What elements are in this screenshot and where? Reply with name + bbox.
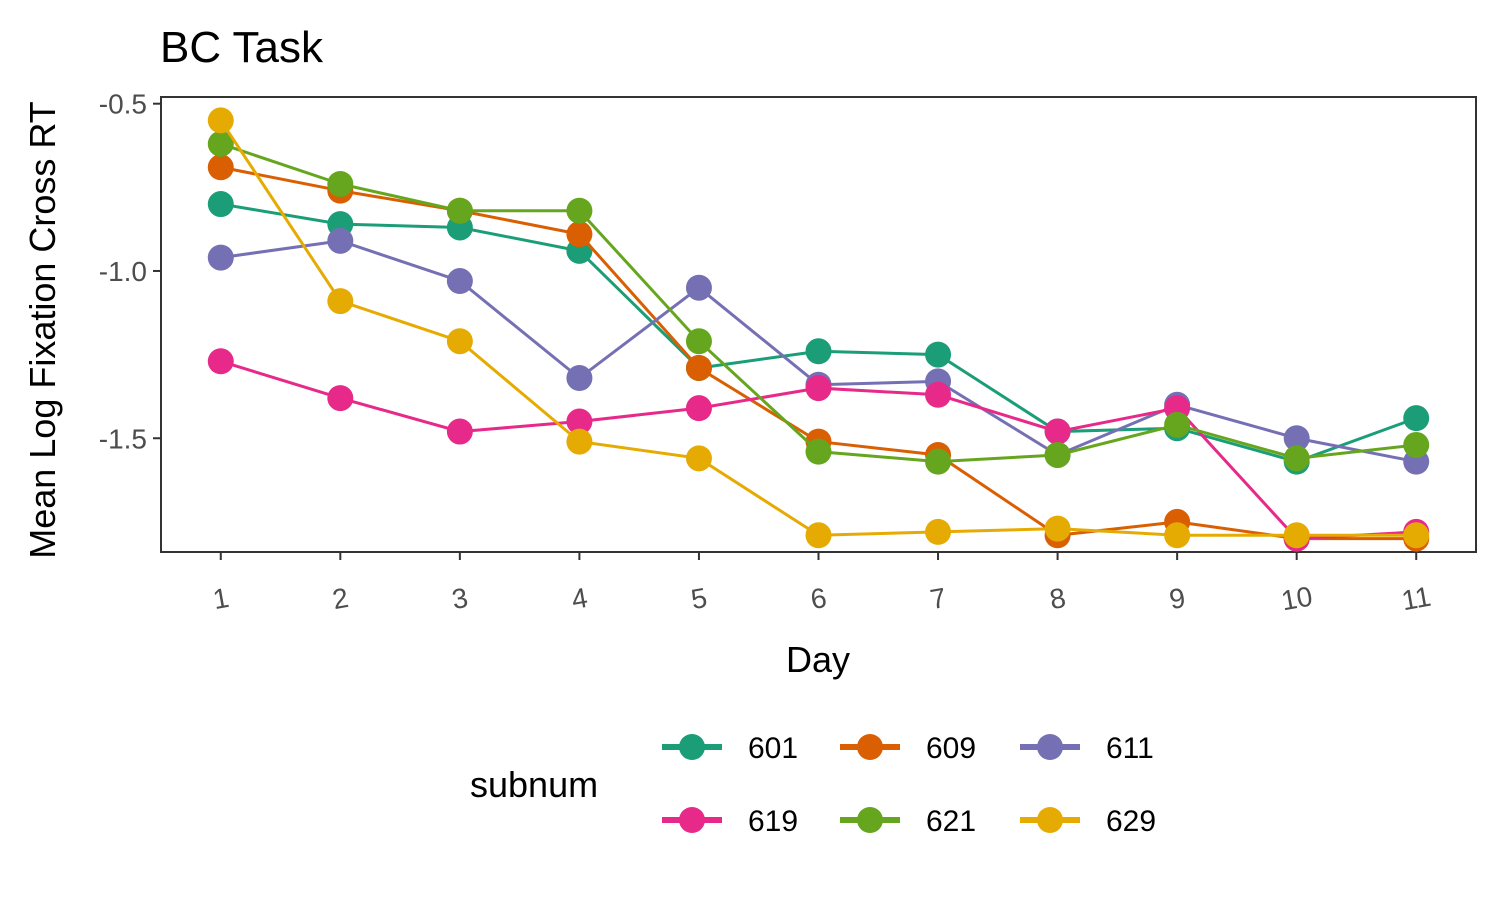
data-point (1403, 405, 1430, 432)
y-axis-ticks: -0.5 -1.0 -1.5 (99, 89, 161, 454)
series-621 (207, 130, 1430, 475)
data-point (805, 338, 832, 365)
data-point (207, 154, 234, 181)
data-point (925, 518, 952, 545)
data-point (1164, 411, 1191, 438)
data-point (327, 288, 354, 315)
data-point (1044, 418, 1071, 445)
legend-key-point (857, 734, 883, 760)
legend-item-label: 619 (748, 805, 798, 838)
x-tick-label: 2 (330, 582, 351, 615)
legend-items: 601 609 611 619 621 629 (662, 732, 1156, 838)
data-point (805, 438, 832, 465)
data-point (327, 385, 354, 412)
legend-title: subnum (470, 764, 598, 805)
data-point (446, 197, 473, 224)
data-point (805, 375, 832, 402)
x-tick-label: 9 (1167, 582, 1188, 615)
series-629 (207, 107, 1430, 549)
legend-item-label: 621 (926, 805, 976, 838)
data-point (1164, 522, 1191, 549)
y-tick-label: -1.0 (99, 256, 147, 287)
data-point (805, 522, 832, 549)
legend-item-611: 611 (1020, 732, 1154, 765)
data-point (327, 170, 354, 197)
data-point (1283, 445, 1310, 472)
data-point (925, 381, 952, 408)
data-point (1283, 522, 1310, 549)
legend-key-point (679, 734, 705, 760)
data-point (685, 354, 712, 381)
x-tick-label: 8 (1047, 582, 1068, 615)
data-point (566, 408, 593, 435)
data-point (207, 244, 234, 271)
data-point (446, 418, 473, 445)
data-point (207, 130, 234, 157)
plot-area (160, 96, 1477, 553)
x-tick-label: 3 (450, 582, 471, 615)
data-point (1283, 425, 1310, 452)
legend-key-point (1037, 807, 1063, 833)
data-point (566, 428, 593, 455)
y-tick-label: -1.5 (99, 423, 147, 454)
data-point (685, 445, 712, 472)
x-tick-label: 4 (569, 582, 590, 615)
data-point (566, 221, 593, 248)
data-point (685, 395, 712, 422)
data-point (446, 328, 473, 355)
x-tick-label: 6 (808, 582, 829, 615)
data-point (925, 341, 952, 368)
legend-item-609: 609 (840, 732, 976, 765)
data-point (685, 328, 712, 355)
x-tick-label: 10 (1279, 581, 1315, 617)
x-tick-label: 5 (689, 582, 710, 615)
data-point (446, 268, 473, 295)
plot-panel-border (160, 96, 1477, 553)
legend-item-label: 609 (926, 732, 976, 765)
legend: subnum 601 609 611 619 621 629 (470, 732, 1156, 838)
legend-item-601: 601 (662, 732, 798, 765)
legend-item-619: 619 (662, 805, 798, 838)
data-point (1044, 441, 1071, 468)
y-tick-label: -0.5 (99, 89, 147, 120)
x-axis-ticks: 1 2 3 4 5 6 7 8 9 10 11 (210, 552, 1433, 616)
chart-title: BC Task (160, 23, 324, 72)
legend-key-point (857, 807, 883, 833)
data-point (207, 348, 234, 375)
series-layer (207, 107, 1430, 552)
y-axis-label: Mean Log Fixation Cross RT (22, 101, 63, 559)
data-point (1403, 522, 1430, 549)
legend-item-label: 601 (748, 732, 798, 765)
legend-item-label: 611 (1106, 732, 1154, 765)
legend-key-point (1037, 734, 1063, 760)
legend-item-629: 629 (1020, 805, 1156, 838)
x-axis-label: Day (786, 639, 850, 680)
data-point (566, 365, 593, 392)
data-point (925, 448, 952, 475)
x-tick-label: 11 (1399, 581, 1433, 617)
data-point (1044, 515, 1071, 542)
legend-item-label: 629 (1106, 805, 1156, 838)
x-tick-label: 1 (210, 582, 231, 615)
x-tick-label: 7 (928, 582, 949, 615)
data-point (685, 274, 712, 301)
data-point (207, 107, 234, 134)
legend-item-621: 621 (840, 805, 976, 838)
legend-key-point (679, 807, 705, 833)
data-point (566, 197, 593, 224)
data-point (327, 227, 354, 254)
data-point (1403, 431, 1430, 458)
data-point (207, 191, 234, 218)
